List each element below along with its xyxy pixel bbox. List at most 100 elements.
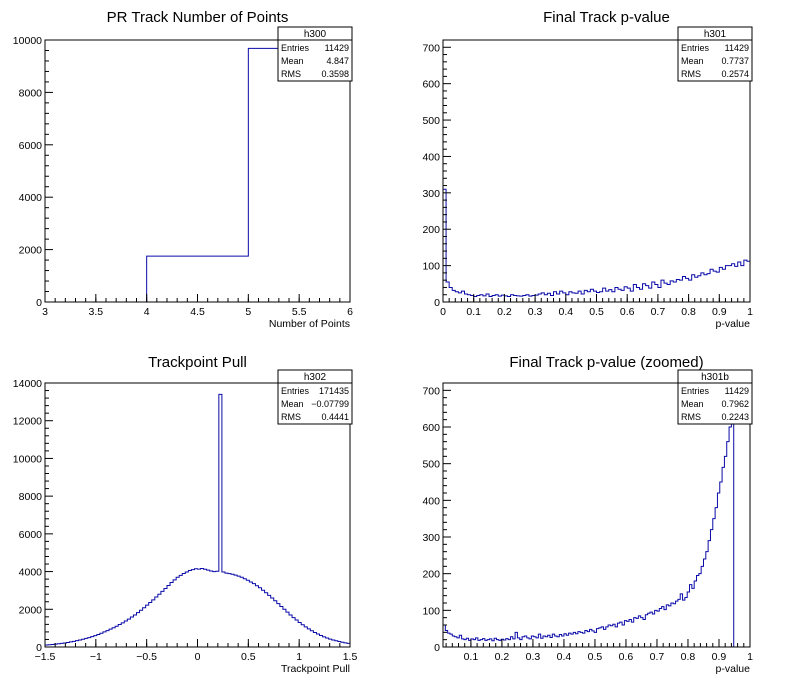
x-tick-label: −1.5: [35, 651, 56, 663]
stats-row-value: 171435: [319, 386, 349, 396]
stats-row-value: 11429: [725, 43, 749, 53]
y-tick-label: 500: [422, 459, 440, 471]
x-tick-label: 0.5: [589, 306, 604, 318]
stats-row-value: 11429: [725, 386, 749, 396]
x-tick-label: 5.5: [292, 306, 307, 318]
x-tick-label: 0: [440, 306, 446, 318]
histogram-line: [146, 47, 351, 302]
x-tick-label: 0.1: [466, 306, 481, 318]
y-tick-label: 500: [422, 115, 440, 127]
x-axis-label: p-value: [716, 318, 751, 330]
chart-title: Trackpoint Pull: [148, 354, 247, 371]
x-tick-label: 6: [347, 306, 353, 318]
stats-row-label: RMS: [281, 412, 301, 422]
stats-row-label: RMS: [681, 412, 701, 422]
x-tick-label: −1: [90, 651, 102, 663]
stats-row-label: Mean: [681, 56, 704, 66]
y-tick-label: 400: [422, 495, 440, 507]
stats-row-label: Entries: [281, 43, 310, 53]
chart-svg-pvalue: Final Track p-value 0 100 200 300 400 500 600 70…: [422, 9, 753, 330]
x-tick-label: 0.4: [557, 651, 572, 663]
x-axis-label: Trackpoint Pull: [281, 663, 350, 675]
stats-row-label: RMS: [281, 69, 301, 79]
stats-box: h300 Entries 11429 Mean 4.847 RMS 0.3598: [277, 26, 353, 82]
y-tick-label: 0: [434, 642, 440, 654]
chart-panel-pvalue-zoomed: Final Track p-value (zoomed) 0 100 200 300 40…: [398, 345, 796, 690]
y-tick-label: 0: [36, 642, 42, 654]
stats-row-label: Mean: [281, 56, 304, 66]
y-tick-label: 6000: [19, 140, 43, 152]
x-axis-label: Number of Points: [269, 318, 350, 330]
stats-row-label: Entries: [281, 386, 310, 396]
stats-box: h301 Entries 11429 Mean 0.7737 RMS 0.2574: [677, 26, 753, 82]
stats-box-name: h300: [304, 29, 327, 40]
y-tick-label: 14000: [13, 378, 42, 390]
histogram-line: [442, 419, 735, 647]
x-tick-label: 0.7: [651, 306, 666, 318]
stats-row-value: 0.2574: [721, 69, 749, 79]
y-tick-label: 300: [422, 188, 440, 200]
x-axis-label: p-value: [716, 663, 751, 675]
y-tick-label: 4000: [19, 192, 43, 204]
chart-svg-pull: Trackpoint Pull 0 2000 4000 6000 8000 10000 120…: [13, 354, 358, 675]
stats-box-frame: [677, 26, 753, 82]
histogram-line: [44, 393, 351, 647]
stats-row-value: 11429: [325, 43, 349, 53]
x-tick-label: 0.5: [588, 651, 603, 663]
x-tick-label: 0.2: [497, 306, 512, 318]
x-tick-label: 1: [747, 651, 753, 663]
x-tick-label: 0.3: [528, 306, 543, 318]
stats-row-label: Entries: [681, 43, 710, 53]
y-tick-label: 100: [422, 605, 440, 617]
chart-panel-npoints: PR Track Number of Points 0 2000 4000 6000 80…: [0, 0, 398, 345]
y-tick-label: 0: [36, 297, 42, 309]
y-tick-label: 8000: [19, 87, 43, 99]
y-tick-label: 0: [434, 297, 440, 309]
y-tick-label: 10000: [13, 453, 42, 465]
chart-title: PR Track Number of Points: [107, 9, 289, 26]
chart-svg-npoints: PR Track Number of Points 0 2000 4000 6000 80…: [13, 9, 353, 330]
y-tick-label: 400: [422, 151, 440, 163]
x-tick-label: −0.5: [136, 651, 157, 663]
stats-row-label: Mean: [281, 399, 304, 409]
x-tick-label: 1: [747, 306, 753, 318]
y-tick-label: 2000: [19, 604, 43, 616]
stats-box: h302 Entries 171435 Mean −0.07799 RMS 0.4441: [277, 369, 353, 425]
stats-row-value: 0.3598: [321, 69, 349, 79]
y-tick-label: 200: [422, 224, 440, 236]
stats-row-value: 4.847: [326, 56, 349, 66]
histogram-line: [442, 188, 751, 302]
stats-row-label: RMS: [681, 69, 701, 79]
y-tick-label: 100: [422, 261, 440, 273]
stats-row-label: Entries: [681, 386, 710, 396]
stats-box: h301b Entries 11429 Mean 0.7962 RMS 0.2243: [677, 369, 753, 425]
y-tick-label: 700: [422, 385, 440, 397]
stats-box-frame: [277, 369, 353, 425]
chart-title: Final Track p-value: [543, 9, 670, 26]
x-tick-label: 0.7: [650, 651, 665, 663]
chart-svg-pvalue-zoomed: Final Track p-value (zoomed) 0 100 200 300 40…: [422, 354, 753, 675]
x-tick-label: 4.5: [190, 306, 205, 318]
y-tick-label: 600: [422, 79, 440, 91]
x-tick-label: 0: [195, 651, 201, 663]
stats-row-label: Mean: [681, 399, 704, 409]
x-tick-label: 1: [296, 651, 302, 663]
y-tick-label: 300: [422, 532, 440, 544]
stats-row-value: 0.7737: [721, 56, 749, 66]
stats-row-value: 0.4441: [321, 412, 349, 422]
stats-row-value: 0.7962: [721, 399, 749, 409]
x-tick-label: 0.9: [712, 651, 727, 663]
x-tick-label: 4: [144, 306, 150, 318]
x-tick-label: 0.3: [526, 651, 541, 663]
y-tick-label: 10000: [13, 35, 42, 47]
chart-panel-pvalue: Final Track p-value 0 100 200 300 400 500 600 70…: [398, 0, 796, 345]
x-tick-label: 0.1: [464, 651, 479, 663]
y-tick-label: 700: [422, 42, 440, 54]
x-tick-label: 3: [42, 306, 48, 318]
y-tick-label: 600: [422, 422, 440, 434]
y-tick-label: 12000: [13, 416, 42, 428]
x-tick-label: 0.6: [619, 651, 634, 663]
stats-row-value: 0.2243: [721, 412, 749, 422]
x-tick-label: 1.5: [343, 651, 358, 663]
x-tick-label: 0.9: [712, 306, 727, 318]
